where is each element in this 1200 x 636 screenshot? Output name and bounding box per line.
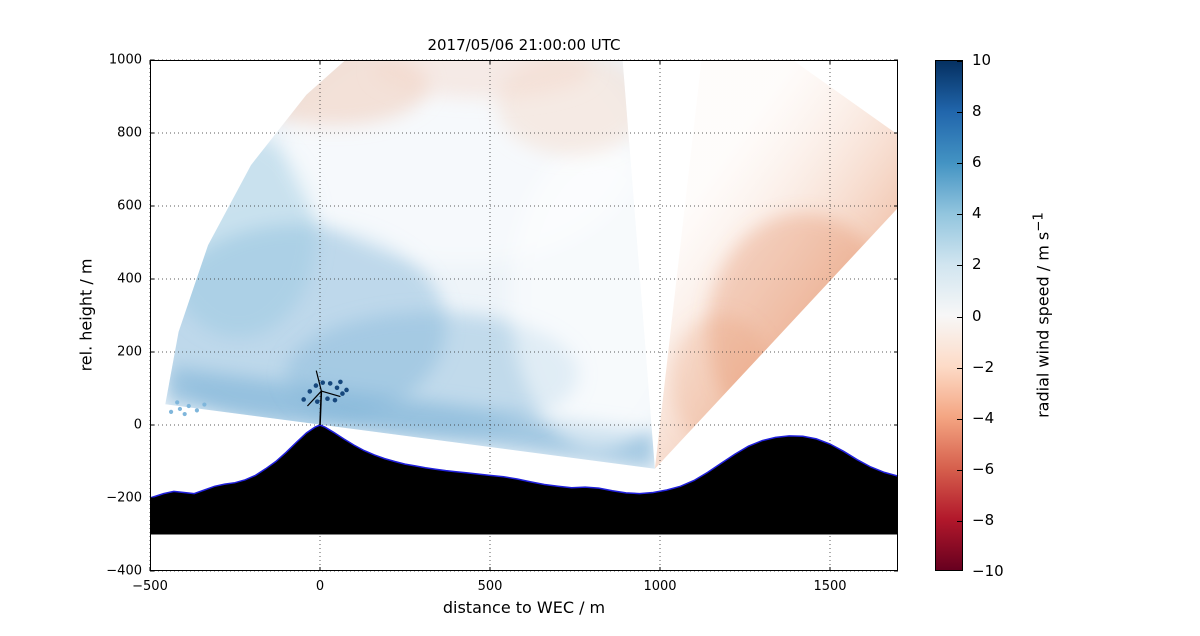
colorbar-tick-label: −4 [972, 408, 995, 427]
plot-canvas [149, 59, 899, 572]
colorbar-tick-label: 8 [972, 102, 982, 121]
colorbar-tick [957, 469, 962, 471]
scan-speckles [168, 379, 349, 417]
colorbar-tick-label: −2 [972, 357, 995, 376]
y-tick-label: −400 [106, 563, 142, 579]
colorbar-tick [957, 112, 962, 114]
colorbar-tick [957, 163, 962, 165]
terrain-silhouette [150, 425, 898, 535]
colorbar-tick [957, 418, 962, 420]
colorbar-tick-label: 6 [972, 153, 982, 172]
y-axis-label: rel. height / m [76, 258, 96, 372]
colorbar-tick [957, 214, 962, 216]
plot-frame [150, 60, 898, 571]
colorbar-tick-label: 10 [972, 51, 992, 69]
x-tick-label: 0 [315, 579, 325, 594]
colorbar-tick [957, 520, 962, 522]
y-tick-label: 1000 [108, 52, 142, 68]
scan-field [165, 60, 655, 469]
terrain-outline [149, 424, 899, 499]
colorbar-tick [957, 570, 962, 571]
x-tick-label: −500 [132, 579, 168, 594]
y-tick-label: −200 [106, 490, 142, 506]
colorbar-label: radial wind speed / m s−1 [1031, 212, 1052, 418]
colorbar-tick [957, 265, 962, 267]
colorbar-tick [957, 367, 962, 369]
colorbar-tick [957, 316, 962, 318]
wind-turbine [306, 370, 341, 426]
y-tick-label: 400 [117, 271, 142, 287]
colorbar-label-sup: −1 [1031, 212, 1047, 232]
y-tick-label: 200 [117, 344, 142, 360]
y-tick-label: 0 [133, 417, 142, 433]
colorbar-tick [957, 61, 962, 62]
colorbar [935, 60, 963, 571]
y-tick-label: 600 [117, 198, 142, 214]
plot-title: 2017/05/06 21:00:00 UTC [427, 36, 621, 54]
plot-area [149, 59, 899, 572]
y-tick-label: 800 [117, 125, 142, 141]
colorbar-tick-label: −6 [972, 459, 995, 478]
colorbar-tick-label: −10 [972, 562, 1004, 580]
x-tick-label: 500 [477, 579, 503, 594]
colorbar-label-text: radial wind speed / m s [1033, 231, 1053, 418]
colorbar-tick-label: 4 [972, 204, 982, 223]
colorbar-tick-label: 0 [972, 306, 982, 325]
colorbar-tick-label: −8 [972, 510, 995, 529]
x-axis-label: distance to WEC / m [442, 598, 606, 617]
x-tick-label: 1500 [813, 579, 847, 594]
colorbar-tick-label: 2 [972, 255, 982, 274]
x-tick-label: 1000 [643, 579, 677, 594]
